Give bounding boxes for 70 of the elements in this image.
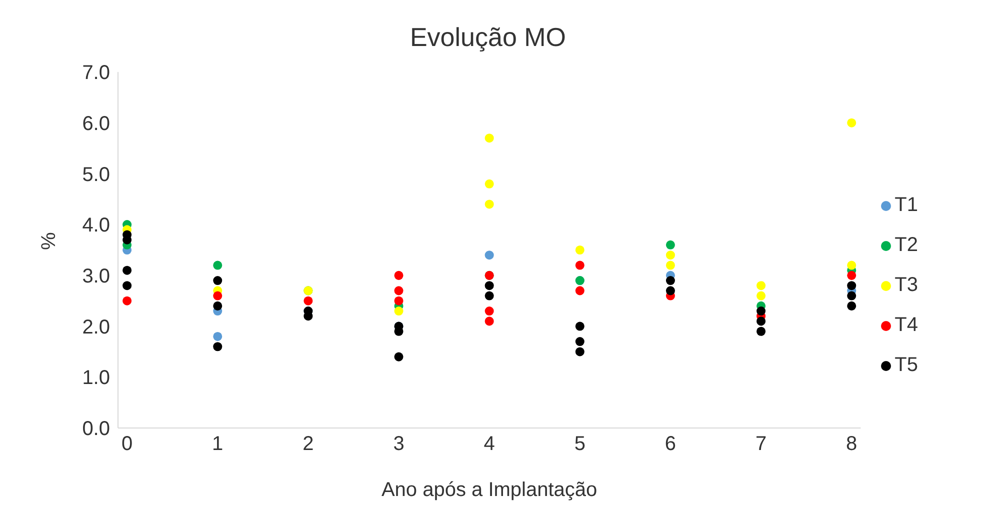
point	[213, 342, 222, 352]
point	[394, 352, 404, 362]
point	[484, 200, 494, 209]
legend-label: T2	[894, 234, 918, 256]
point	[666, 250, 675, 260]
y-tick-label: 0.0	[82, 418, 110, 440]
point	[847, 301, 856, 310]
x-tick-label: 0	[121, 433, 133, 456]
point	[213, 332, 222, 341]
point	[666, 240, 675, 250]
point	[213, 301, 222, 310]
x-tick-label: 5	[574, 433, 586, 456]
point	[847, 118, 856, 128]
x-tick-label: 3	[393, 433, 404, 456]
point	[756, 306, 766, 316]
point	[575, 245, 584, 255]
chart-title: Evolução MO	[408, 21, 568, 54]
x-tick-label: 2	[302, 433, 314, 456]
point	[122, 266, 132, 275]
point	[304, 296, 313, 306]
y-tick-label: 1.0	[82, 367, 110, 390]
point	[394, 270, 404, 280]
point	[666, 260, 675, 270]
point	[756, 316, 766, 326]
x-tick-label: 8	[846, 433, 858, 456]
point	[756, 281, 766, 290]
x-tick-label: 6	[664, 433, 676, 456]
point	[575, 337, 584, 346]
point	[484, 250, 494, 260]
point	[575, 260, 584, 270]
x-tick-label: 7	[755, 433, 767, 456]
y-tick-label: 3.0	[82, 266, 110, 288]
point	[484, 281, 494, 290]
point	[213, 276, 222, 286]
point	[484, 316, 494, 326]
point	[575, 347, 584, 356]
legend-label: T5	[894, 354, 918, 376]
point	[666, 276, 675, 286]
y-tick-label: 5.0	[82, 164, 110, 186]
point	[484, 306, 494, 316]
point	[575, 322, 584, 331]
legend-label: T4	[894, 314, 918, 336]
point	[756, 291, 766, 300]
point	[394, 296, 404, 306]
point	[847, 270, 856, 280]
y-tick-label: 6.0	[82, 112, 110, 135]
x-axis-title: Ano após a Implantação	[381, 479, 598, 501]
y-tick-label: 4.0	[82, 214, 110, 237]
point	[213, 260, 222, 270]
point	[394, 306, 404, 316]
point	[847, 291, 856, 300]
point	[575, 286, 584, 296]
point	[484, 291, 494, 300]
point	[213, 291, 222, 300]
point	[847, 260, 856, 270]
y-tick-label: 7.0	[82, 62, 110, 84]
point	[484, 134, 494, 143]
legend-label: T1	[894, 194, 918, 216]
legend-label: T3	[894, 274, 918, 296]
point	[394, 286, 404, 296]
x-tick-label: 4	[484, 433, 495, 456]
x-tick-label: 1	[212, 433, 224, 456]
point	[847, 281, 856, 290]
y-axis-title: %	[38, 232, 60, 250]
point	[122, 296, 132, 306]
y-tick-label: 2.0	[82, 316, 110, 338]
point	[666, 286, 675, 296]
point	[484, 179, 494, 188]
point	[756, 326, 766, 336]
point	[122, 281, 132, 290]
